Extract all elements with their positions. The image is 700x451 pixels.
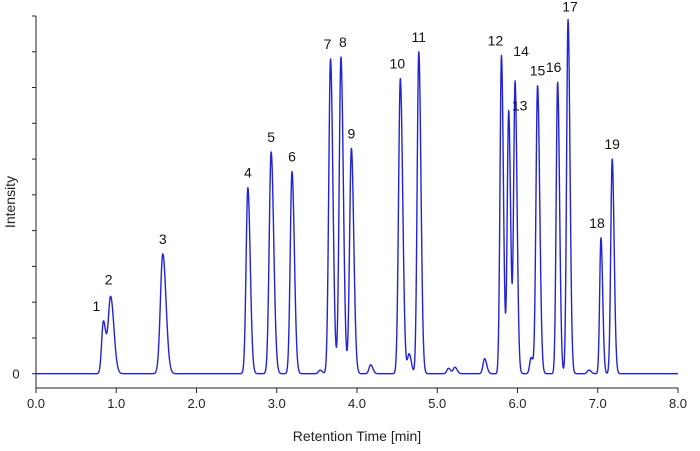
x-tick-label: 7.0: [589, 396, 607, 411]
peak-label: 15: [530, 63, 546, 79]
x-tick-label: 2.0: [187, 396, 205, 411]
x-tick-label: 1.0: [107, 396, 125, 411]
x-axis-title: Retention Time [min]: [293, 428, 421, 444]
peak-label: 8: [339, 34, 347, 50]
x-tick-label: 3.0: [268, 396, 286, 411]
peak-label: 16: [546, 59, 562, 75]
peak-label: 19: [604, 136, 620, 152]
peak-label: 13: [512, 97, 528, 113]
peak-label: 5: [267, 129, 275, 145]
peak-label: 3: [159, 231, 167, 247]
peak-label: 1: [93, 298, 101, 314]
y-axis-ticks: [32, 15, 36, 375]
peak-label: 18: [589, 215, 605, 231]
peak-label: 9: [347, 125, 355, 141]
x-axis-ticks: [35, 388, 679, 393]
y-axis-title: Intensity: [2, 176, 18, 228]
peak-label: 7: [324, 36, 332, 52]
peak-label: 12: [488, 32, 504, 48]
x-tick-label: 4.0: [348, 396, 366, 411]
x-tick-label: 6.0: [508, 396, 526, 411]
y-tick-label: 0: [12, 367, 19, 382]
x-tick-label: 5.0: [428, 396, 446, 411]
chromatogram-trace: [35, 18, 679, 375]
plot-frame: [35, 16, 678, 389]
x-tick-label: 0.0: [27, 396, 45, 411]
x-tick-label: 8.0: [669, 396, 687, 411]
peak-label: 4: [244, 165, 252, 181]
peak-label: 10: [390, 56, 406, 72]
y-axis-tick-labels: 0: [12, 367, 19, 382]
peak-label: 14: [513, 43, 529, 59]
peak-label: 6: [288, 149, 296, 165]
peak-label: 11: [412, 29, 427, 45]
peak-label: 17: [562, 0, 578, 15]
peak-label: 2: [105, 271, 113, 287]
x-axis-tick-labels: 0.0 1.0 2.0 3.0 4.0 5.0 6.0 7.0 8.0: [27, 396, 687, 411]
